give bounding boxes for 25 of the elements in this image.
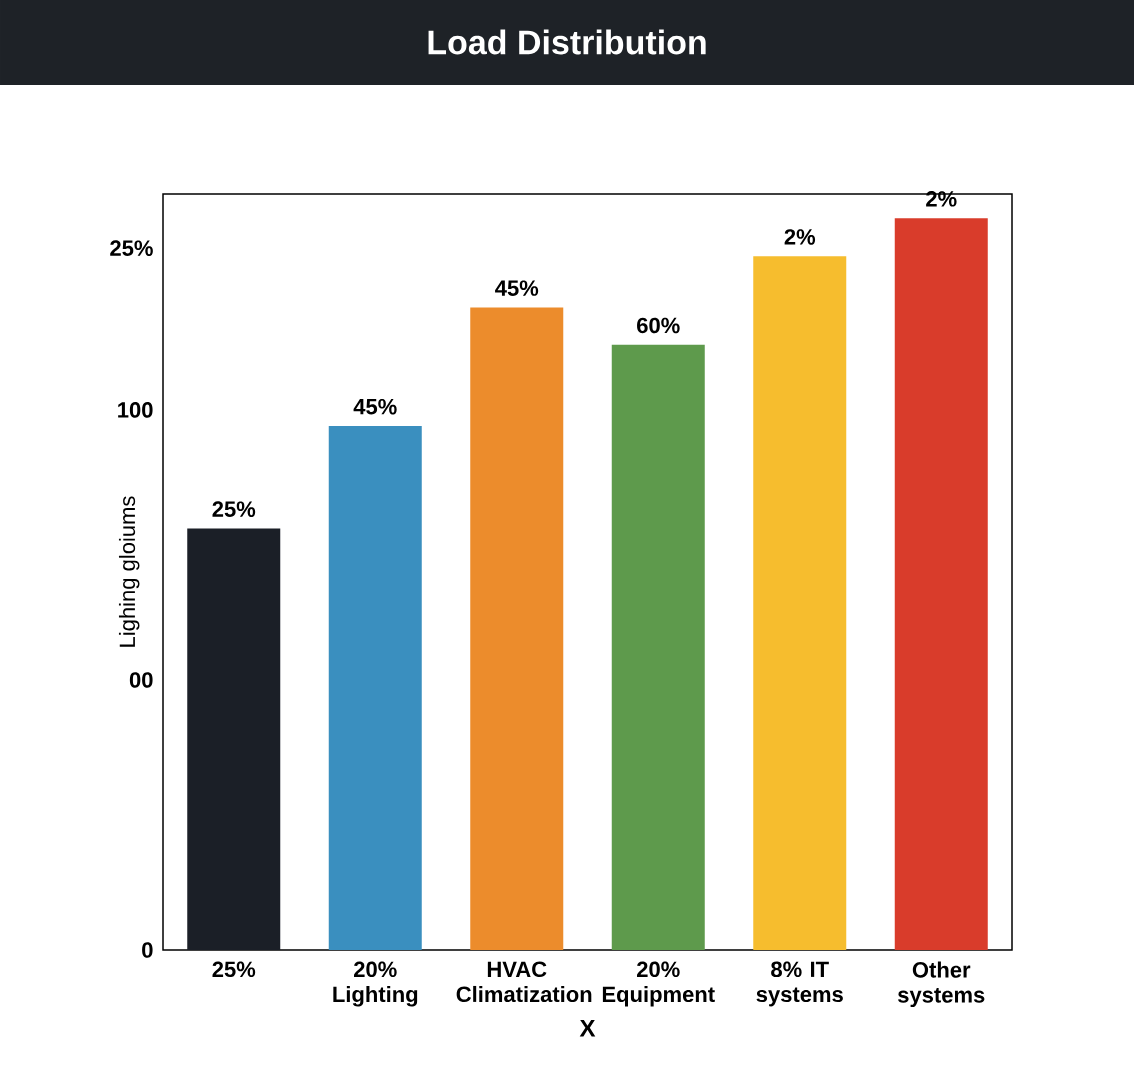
y-axis-title: Lighing gloiums (118, 496, 140, 647)
x-tick-label: 20% Lighting (333, 961, 418, 1007)
annotation: 60% (637, 317, 680, 334)
chart-title: Load Distribution (428, 29, 706, 55)
x-tick-label: 20% Equipment (602, 961, 715, 1007)
x-tick-label: 25% (212, 961, 256, 978)
annotation: 2% (784, 229, 816, 245)
text: 0 (142, 942, 153, 958)
x-axis-title: X (579, 1019, 596, 1037)
annotation: 25% (212, 501, 256, 517)
annotation: 45% (353, 398, 397, 415)
text: 2% (926, 191, 957, 207)
bar (187, 528, 281, 950)
text: 25% (110, 240, 153, 256)
bar (753, 256, 847, 950)
annotation: 45% (495, 280, 539, 296)
bar (328, 425, 422, 950)
bar (894, 218, 988, 950)
x-tick-label: 8% IT systems (756, 961, 843, 1007)
bar (611, 344, 705, 950)
text: 00 (129, 672, 153, 688)
x-tick-label: Other systems (897, 961, 985, 1008)
x-tick-label: HVAC Climatization (456, 961, 592, 1003)
bar (470, 307, 564, 950)
text: 100 (118, 402, 153, 418)
